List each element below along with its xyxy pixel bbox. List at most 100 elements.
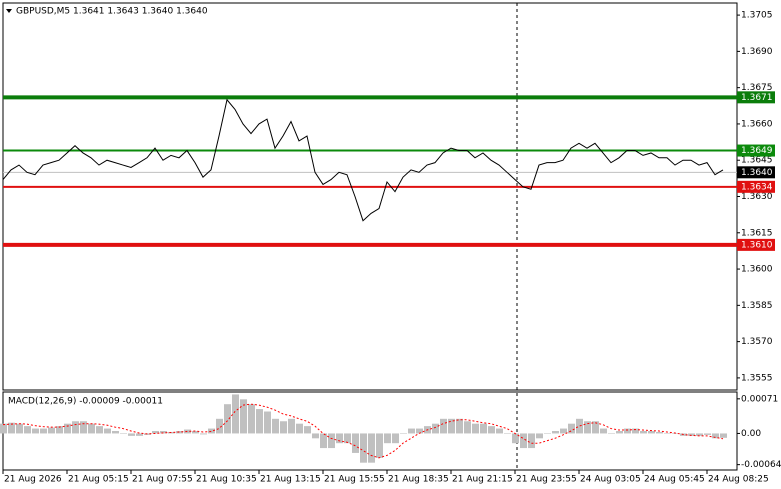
macd-bar [192,431,199,434]
macd-bar [320,433,327,449]
y-tick-label: 1.3630 [741,192,773,202]
y-tick-label: -0.00064 [741,460,781,470]
macd-bar [376,433,383,458]
x-tick-label: 21 Aug 23:55 [516,475,577,485]
macd-bar [304,426,311,434]
y-tick-label: 0.00071 [741,394,778,404]
x-tick-label: 21 Aug 21:15 [452,475,513,485]
macd-bar [672,433,679,434]
macd-bar [32,428,39,434]
macd-bar [360,433,367,463]
macd-bar [160,431,167,434]
y-tick-label: 1.3600 [741,265,773,275]
macd-bar [584,421,591,434]
macd-bar [176,431,183,434]
y-tick-label: 1.3660 [741,119,773,129]
macd-bar [552,431,559,434]
macd-bar [704,433,711,435]
y-tick-label: 0.00 [741,429,761,439]
macd-bar [624,428,631,434]
macd-bar [232,394,239,434]
macd-bar [104,428,111,434]
macd-bar [56,426,63,434]
macd-bar [536,433,543,439]
macd-bar [272,418,279,434]
macd-bar [352,433,359,453]
level-label: 1.3671 [741,93,773,103]
macd-bar [312,433,319,439]
macd-bar [200,433,207,435]
macd-bar [712,433,719,439]
x-tick-label: 24 Aug 03:05 [580,475,641,485]
macd-bar [520,433,527,449]
macd-bar [24,426,31,434]
macd-bar [144,433,151,435]
main-panel [2,2,738,391]
macd-bar [512,433,519,444]
macd-bar [496,428,503,434]
macd-bar [448,418,455,434]
macd-bar [224,404,231,434]
y-tick-label: 1.3570 [741,337,773,347]
macd-bar [264,411,271,434]
chart-title: GBPUSD,M5 1.3641 1.3643 1.3640 1.3640 [16,7,208,17]
level-label: 1.3640 [741,168,773,178]
macd-bar [344,433,351,444]
y-tick-label: 1.3690 [741,47,773,57]
macd-bar [136,433,143,436]
macd-bar [416,428,423,434]
x-tick-label: 24 Aug 05:45 [644,475,705,485]
y-tick-label: 1.3585 [741,301,773,311]
y-tick-label: 1.3645 [741,156,773,166]
level-badge [737,238,775,251]
macd-bar [456,418,463,434]
macd-bar [408,428,415,434]
x-tick-label: 21 Aug 07:55 [132,475,193,485]
macd-bar [248,404,255,434]
level-badge [737,91,775,104]
macd-bar [216,418,223,434]
macd-bar [48,427,55,434]
macd-bar [560,428,567,434]
macd-bar [568,423,575,434]
macd-bar [488,426,495,434]
macd-bar [280,421,287,434]
macd-bar [640,431,647,434]
x-tick-label: 21 Aug 13:15 [260,475,321,485]
macd-bar [168,431,175,434]
macd-title: MACD(12,26,9) -0.00009 -0.00011 [8,397,163,407]
macd-bar [96,426,103,434]
macd-bar [184,429,191,434]
macd-bar [528,433,535,449]
macd-bar [0,423,7,434]
macd-bar [40,428,47,434]
macd-bar [600,428,607,434]
x-tick-label: 21 Aug 05:15 [68,475,129,485]
macd-bar [696,433,703,436]
macd-bar [296,423,303,434]
macd-bar [472,423,479,434]
macd-bar [608,433,615,434]
macd-bar [464,421,471,434]
macd-bar [440,418,447,434]
macd-bar [432,423,439,434]
macd-bar [632,428,639,434]
y-tick-label: 1.3675 [741,83,773,93]
y-tick-label: 1.3615 [741,228,773,238]
macd-bar [480,423,487,434]
macd-bar [656,431,663,434]
level-label: 1.3649 [741,146,773,156]
macd-bar [392,433,399,444]
macd-bar [336,433,343,444]
macd-bar [72,421,79,434]
macd-bar [504,433,511,434]
macd-bar [16,423,23,434]
macd-bar [208,428,215,434]
level-badge [737,144,775,157]
macd-bar [256,409,263,434]
macd-bar [400,433,407,434]
macd-bar [544,433,551,434]
macd-bar [80,421,87,434]
macd-bar [64,423,71,434]
level-badge [737,180,775,193]
